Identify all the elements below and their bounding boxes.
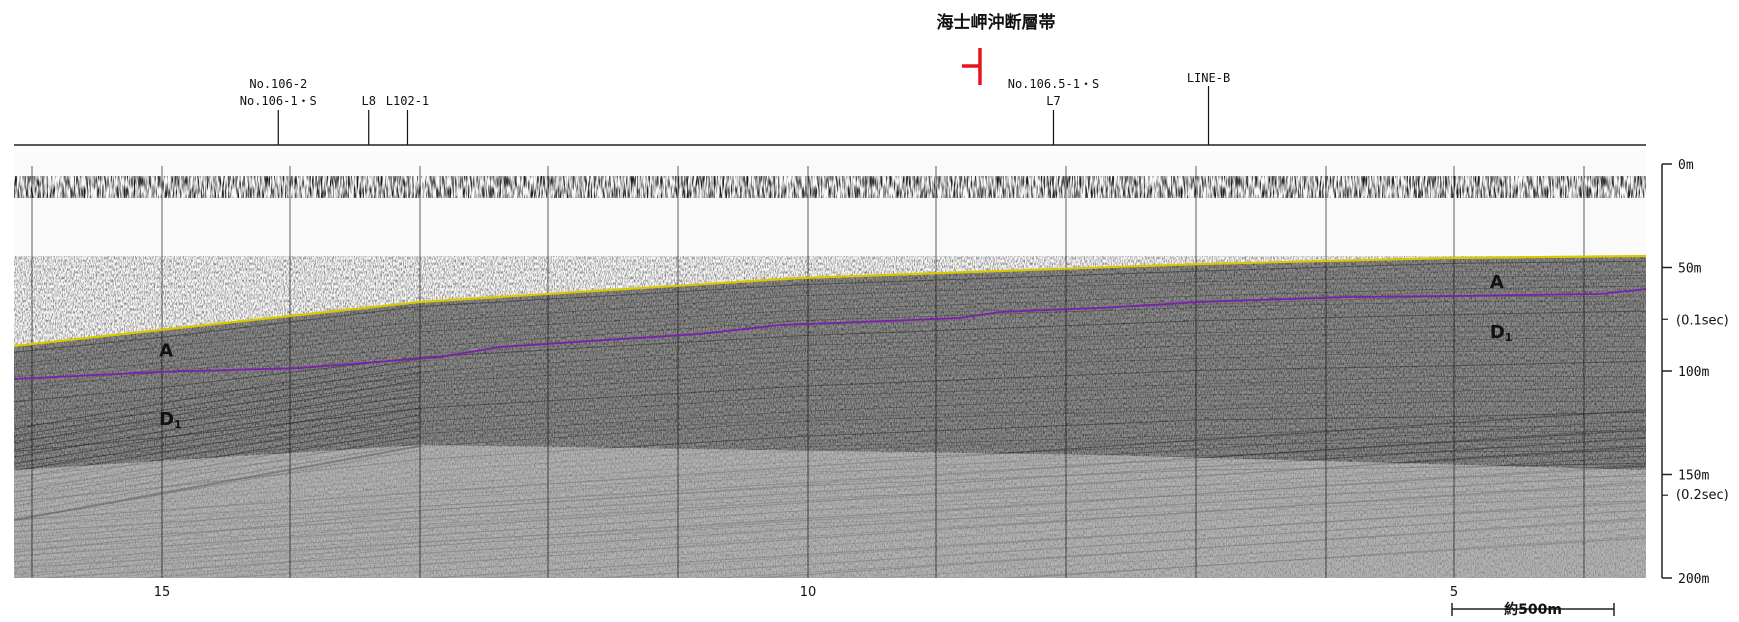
survey-line-label-bottom: L7 [1046,94,1060,108]
figure-title: 海士岬沖断層帯 [937,12,1056,33]
scale-bar-label: 約500m [1504,601,1562,618]
survey-line-label-bottom: L102-1 [386,94,429,108]
survey-line-label-top: No.106.5-1・S [1008,77,1099,91]
survey-line-2: L102-1 [386,94,429,145]
survey-line-label-top: No.106-2 [249,77,307,91]
depth-label: (0.2sec) [1676,488,1729,503]
survey-line-0: No.106-2 No.106-1・S [240,77,317,145]
survey-line-label-bottom: L8 [361,94,375,108]
unit-label-a: A [1490,272,1504,293]
survey-line-3: No.106.5-1・S L7 [1008,77,1099,145]
lower-acoustic-basement [14,445,1646,578]
fault-marker-icon [961,48,982,85]
unit-label-d1: D1 [1490,322,1513,344]
unit-labels: A D1 A D1 [159,272,1512,431]
survey-line-4: LINE-B [1187,71,1230,145]
depth-label: 50m [1678,262,1702,277]
horizon-a-line [14,288,1646,380]
depth-label: 200m [1678,572,1709,587]
depth-label: 0m [1678,158,1694,173]
depth-label: 100m [1678,365,1709,380]
seafloor-horizon [14,254,1646,348]
distance-label: 10 [800,585,817,600]
scale-bar: 約500m [1451,601,1615,618]
distance-axis-labels: 15 10 5 [154,585,1458,600]
depth-label: (0.1sec) [1676,313,1729,328]
reflector-lines [14,260,1646,578]
unit-label-a: A [159,341,173,362]
survey-line-labels: No.106-2 No.106-1・S L8 L102-1 No.106.5-1・S L7… [240,71,1230,145]
depth-axis-labels: 0m 50m (0.1sec) 100m 150m (0.2sec) 200m [1662,158,1729,587]
survey-line-label-bottom: No.106-1・S [240,94,317,108]
seismic-section [14,151,1646,578]
timing-lines [31,166,1585,578]
distance-label: 15 [154,585,171,600]
distance-label: 5 [1450,585,1458,600]
unit-label-d1: D1 [159,409,182,431]
survey-line-1: L8 [361,94,376,145]
survey-line-label-top: LINE-B [1187,71,1230,85]
depth-label: 150m [1678,469,1709,484]
